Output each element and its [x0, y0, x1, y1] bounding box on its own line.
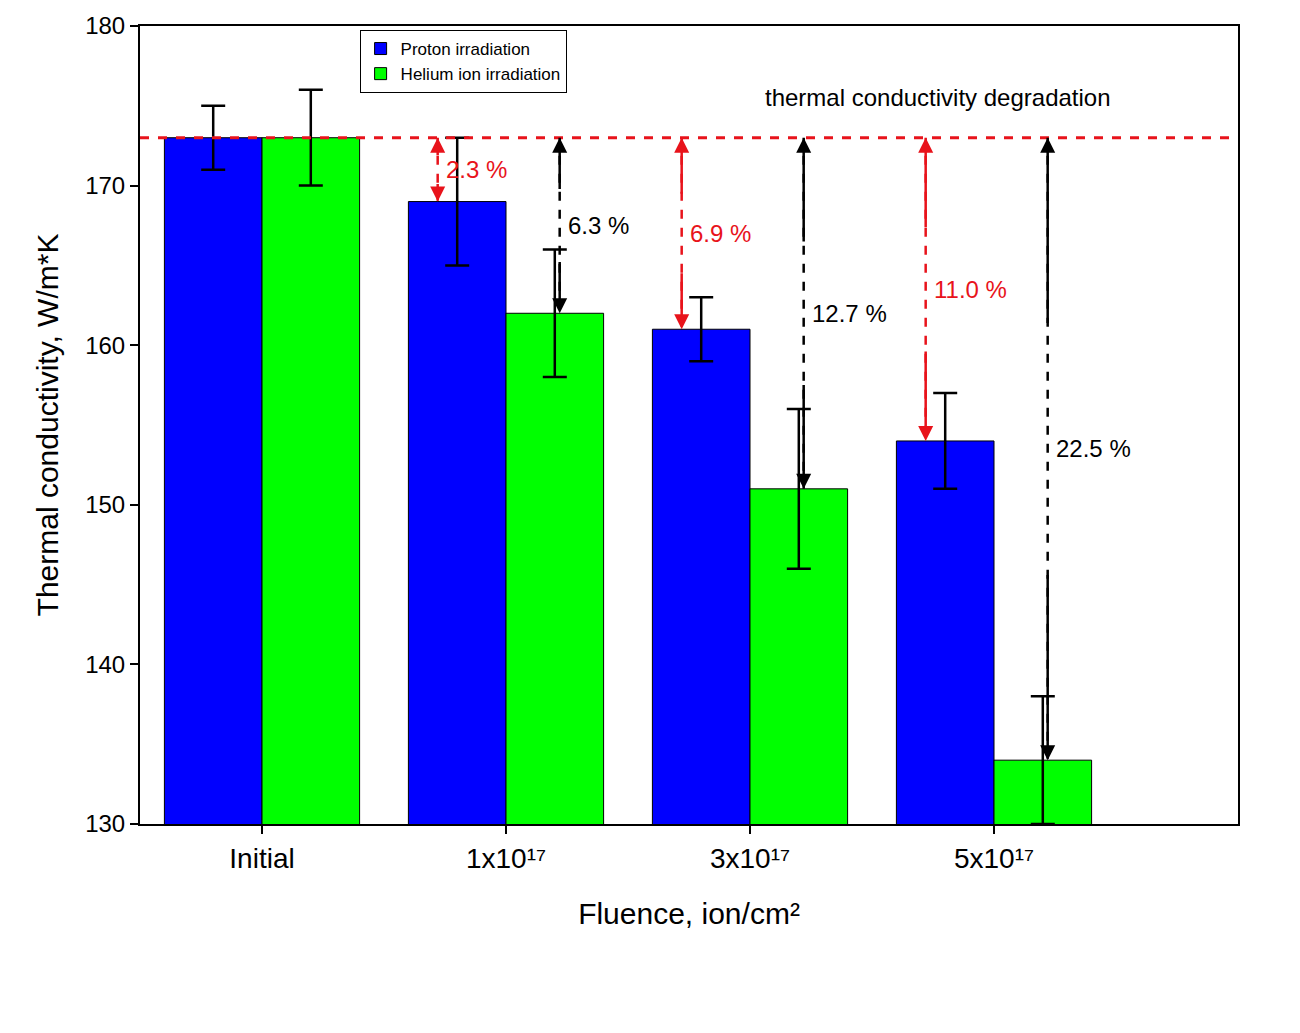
svg-text:Fluence, ion/cm²: Fluence, ion/cm² — [578, 897, 800, 930]
svg-text:6.9 %: 6.9 % — [690, 220, 751, 247]
svg-text:12.7 %: 12.7 % — [812, 300, 887, 327]
svg-text:1x10¹⁷: 1x10¹⁷ — [466, 843, 546, 874]
svg-text:2.3 %: 2.3 % — [446, 156, 507, 183]
svg-text:140: 140 — [85, 651, 125, 678]
svg-text:5x10¹⁷: 5x10¹⁷ — [954, 843, 1034, 874]
svg-text:Proton irradiation: Proton irradiation — [401, 40, 530, 59]
svg-text:170: 170 — [85, 172, 125, 199]
svg-text:Initial: Initial — [229, 843, 294, 874]
svg-text:thermal conductivity degradati: thermal conductivity degradation — [765, 84, 1111, 111]
svg-text:160: 160 — [85, 332, 125, 359]
svg-text:3x10¹⁷: 3x10¹⁷ — [710, 843, 790, 874]
svg-text:22.5 %: 22.5 % — [1056, 435, 1131, 462]
svg-text:11.0 %: 11.0 % — [934, 276, 1007, 303]
svg-text:6.3 %: 6.3 % — [568, 212, 629, 239]
svg-text:Thermal conductivity, W/m*K: Thermal conductivity, W/m*K — [31, 234, 64, 617]
svg-text:150: 150 — [85, 491, 125, 518]
svg-text:Helium ion irradiation: Helium ion irradiation — [401, 65, 561, 84]
svg-text:180: 180 — [85, 12, 125, 39]
svg-text:130: 130 — [85, 810, 125, 837]
